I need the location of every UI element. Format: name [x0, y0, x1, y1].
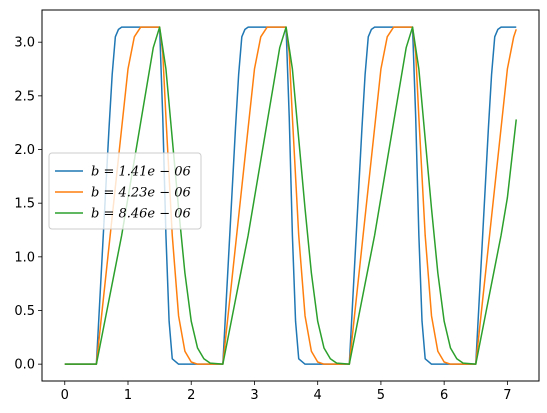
- legend-label-1: b = 4.23e − 06: [91, 186, 191, 201]
- x-tick-label: 1: [124, 388, 132, 403]
- y-axis: 0.0 0.5 1.0 1.5 2.0 2.5 3.0: [14, 36, 42, 373]
- y-tick-label: 1.5: [14, 197, 35, 212]
- legend: b = 1.41e − 06 b = 4.23e − 06 b = 8.46e − …: [48, 152, 202, 230]
- x-tick-label: 3: [250, 388, 258, 403]
- x-tick-label: 7: [503, 388, 511, 403]
- legend-label-2: b = 8.46e − 06: [91, 207, 191, 222]
- y-tick-label: 2.5: [14, 89, 35, 104]
- series-line-2: [64, 26, 517, 365]
- x-tick-label: 2: [187, 388, 195, 403]
- y-tick-label: 1.0: [14, 250, 35, 265]
- x-tick-label: 4: [314, 388, 322, 403]
- legend-label-0: b = 1.41e − 06: [91, 165, 191, 180]
- x-tick-label: 0: [61, 388, 69, 403]
- x-tick-label: 6: [440, 388, 448, 403]
- y-tick-label: 2.0: [14, 143, 35, 158]
- legend-box: [48, 152, 202, 230]
- plot-frame: [41, 9, 540, 382]
- x-tick-label: 5: [377, 388, 385, 403]
- y-tick-label: 0.5: [14, 304, 35, 319]
- series-layer: [64, 26, 517, 365]
- x-axis: 0 1 2 3 4 5 6 7: [61, 381, 512, 403]
- y-tick-label: 0.0: [14, 358, 35, 373]
- y-tick-label: 3.0: [14, 36, 35, 51]
